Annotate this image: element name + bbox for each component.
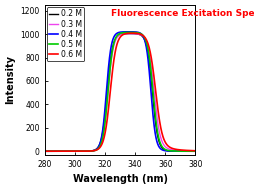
0.5 M	[69, 150, 72, 152]
Text: Fluorescence Excitation Spectra: Fluorescence Excitation Spectra	[111, 9, 254, 18]
0.5 M	[43, 150, 46, 152]
0.5 M	[191, 150, 194, 152]
0.6 M	[175, 148, 178, 150]
0.4 M	[43, 150, 46, 152]
0.3 M	[69, 150, 72, 152]
Line: 0.4 M: 0.4 M	[45, 32, 195, 151]
0.5 M	[175, 150, 178, 152]
0.5 M	[128, 31, 131, 34]
0.6 M	[131, 32, 134, 34]
0.5 M	[107, 79, 110, 81]
0.5 M	[101, 138, 104, 140]
Line: 0.5 M: 0.5 M	[45, 33, 195, 151]
0.6 M	[107, 103, 110, 105]
0.5 M	[194, 150, 197, 152]
Line: 0.2 M: 0.2 M	[45, 34, 195, 151]
0.4 M	[107, 62, 110, 64]
0.6 M	[191, 149, 194, 152]
0.4 M	[127, 31, 130, 33]
Line: 0.6 M: 0.6 M	[45, 33, 195, 151]
0.2 M	[175, 150, 178, 152]
0.3 M	[101, 136, 104, 139]
0.4 M	[191, 150, 194, 152]
0.6 M	[43, 150, 46, 152]
0.4 M	[101, 131, 104, 133]
0.3 M	[60, 150, 63, 152]
0.2 M	[194, 150, 197, 152]
X-axis label: Wavelength (nm): Wavelength (nm)	[72, 174, 168, 184]
0.5 M	[60, 150, 63, 152]
0.3 M	[194, 150, 197, 152]
0.3 M	[43, 150, 46, 152]
Line: 0.3 M: 0.3 M	[45, 34, 195, 151]
0.3 M	[191, 150, 194, 152]
0.6 M	[101, 142, 104, 144]
Y-axis label: Intensity: Intensity	[5, 55, 15, 104]
0.2 M	[191, 150, 194, 152]
0.4 M	[60, 150, 63, 152]
0.2 M	[69, 150, 72, 152]
0.3 M	[129, 33, 132, 35]
0.3 M	[107, 80, 110, 83]
0.2 M	[60, 150, 63, 152]
0.4 M	[69, 150, 72, 152]
0.2 M	[128, 33, 131, 35]
0.6 M	[69, 150, 72, 152]
0.3 M	[175, 149, 178, 151]
0.4 M	[194, 150, 197, 152]
0.6 M	[194, 150, 197, 152]
0.4 M	[175, 150, 178, 152]
0.2 M	[107, 73, 110, 75]
0.2 M	[43, 150, 46, 152]
0.2 M	[101, 133, 104, 135]
0.6 M	[60, 150, 63, 152]
Legend: 0.2 M, 0.3 M, 0.4 M, 0.5 M, 0.6 M: 0.2 M, 0.3 M, 0.4 M, 0.5 M, 0.6 M	[47, 7, 84, 61]
